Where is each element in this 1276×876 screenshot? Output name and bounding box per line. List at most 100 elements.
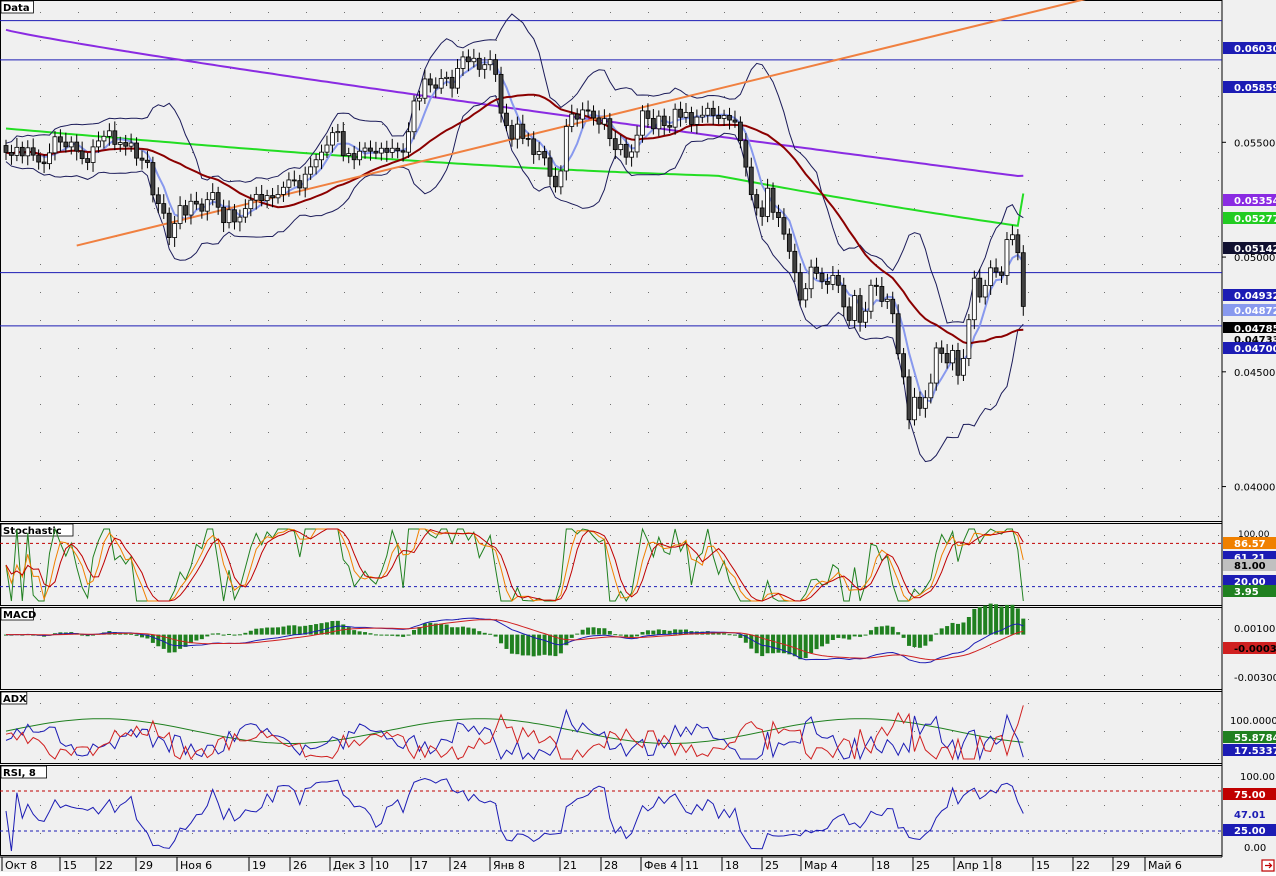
macd-histogram-bar (210, 633, 215, 635)
stochastic-value-tag (1223, 537, 1276, 549)
grid-dot (230, 488, 231, 489)
macd-histogram-bar (809, 634, 814, 654)
grid-dot (572, 591, 573, 592)
macd-histogram-bar (232, 634, 237, 636)
grid-dot (1180, 647, 1181, 648)
grid-dot (458, 591, 459, 592)
candle-down (531, 138, 537, 155)
grid-dot (1218, 703, 1219, 704)
grid-dot (116, 516, 117, 517)
grid-dot (496, 292, 497, 293)
candle-down (384, 147, 390, 153)
candle-up (563, 126, 569, 172)
grid-dot (1180, 96, 1181, 97)
time-tick-label: Фев 4 (644, 859, 677, 872)
grid-dot (762, 180, 763, 181)
grid-dot (800, 432, 801, 433)
grid-dot (876, 68, 877, 69)
grid-dot (838, 460, 839, 461)
macd-histogram-bar (243, 632, 248, 635)
grid-dot (40, 292, 41, 293)
candle-up (210, 192, 216, 201)
grid-dot (534, 759, 535, 760)
price-title-box (0, 0, 34, 14)
grid-dot (154, 236, 155, 237)
grid-dot (230, 264, 231, 265)
grid-dot (610, 236, 611, 237)
grid-dot (686, 348, 687, 349)
macd-histogram-bar (852, 634, 857, 637)
grid-dot (952, 777, 953, 778)
grid-dot (1180, 376, 1181, 377)
grid-dot (762, 619, 763, 620)
grid-dot (724, 404, 725, 405)
macd-histogram-bar (548, 634, 552, 656)
grid-dot (496, 432, 497, 433)
macd-histogram-bar (836, 634, 841, 638)
grid-dot (876, 40, 877, 41)
grid-dot (572, 40, 573, 41)
grid-dot (990, 96, 991, 97)
grid-dot (952, 124, 953, 125)
grid-dot (268, 833, 269, 834)
candle-up (863, 310, 868, 323)
grid-dot (382, 12, 383, 13)
grid-dot (1066, 320, 1067, 321)
grid-dot (230, 376, 231, 377)
grid-dot (648, 591, 649, 592)
candle-down (993, 267, 999, 273)
grid-dot (1028, 432, 1029, 433)
grid-dot (724, 675, 725, 676)
grid-dot (458, 208, 459, 209)
grid-dot (382, 516, 383, 517)
macd-histogram-bar (575, 633, 580, 635)
grid-dot (648, 376, 649, 377)
grid-dot (648, 460, 649, 461)
grid-dot (1218, 348, 1219, 349)
grid-dot (686, 236, 687, 237)
time-tick-label: 11 (685, 859, 699, 872)
candle-up (90, 146, 96, 163)
candle-up (406, 131, 411, 153)
candle-up (422, 78, 428, 99)
grid-dot (952, 12, 953, 13)
grid-dot (1180, 180, 1181, 181)
macd-histogram-bar (308, 624, 313, 635)
grid-dot (648, 12, 649, 13)
grid-dot (610, 208, 611, 209)
grid-dot (572, 180, 573, 181)
grid-dot (458, 516, 459, 517)
grid-dot (572, 12, 573, 13)
grid-dot (420, 208, 421, 209)
grid-dot (192, 348, 193, 349)
grid-dot (914, 292, 915, 293)
grid-dot (990, 404, 991, 405)
stochastic-value-tag-label: 86.57 (1234, 539, 1266, 550)
macd-histogram-bar (167, 634, 172, 653)
macd-histogram-bar (945, 626, 950, 635)
grid-dot (458, 460, 459, 461)
grid-dot (724, 777, 725, 778)
grid-dot (1142, 264, 1143, 265)
grid-dot (382, 833, 383, 834)
macd-histogram-bar (651, 630, 656, 635)
grid-dot (1104, 591, 1105, 592)
grid-dot (800, 348, 801, 349)
grid-dot (496, 731, 497, 732)
grid-dot (496, 152, 497, 153)
macd-histogram-bar (205, 634, 210, 637)
grid-dot (230, 563, 231, 564)
grid-dot (116, 40, 117, 41)
grid-dot (610, 320, 611, 321)
grid-dot (800, 703, 801, 704)
grid-dot (914, 12, 915, 13)
grid-dot (838, 488, 839, 489)
candle-down (596, 117, 602, 125)
grid-dot (496, 376, 497, 377)
grid-dot (230, 805, 231, 806)
candle-down (504, 112, 509, 126)
grid-dot (154, 376, 155, 377)
candle-up (460, 56, 466, 69)
grid-dot (496, 12, 497, 13)
